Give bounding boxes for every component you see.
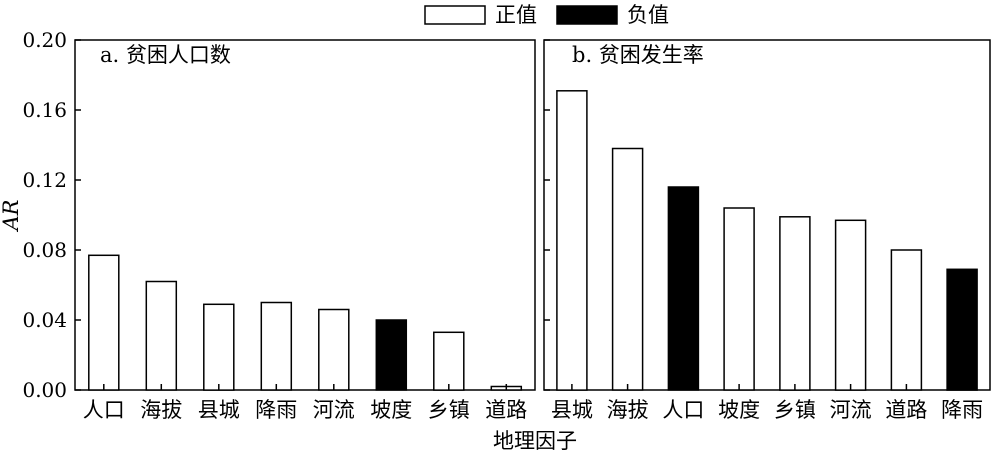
y-axis-label: AR [0, 199, 23, 232]
bar-b-1 [611, 147, 644, 391]
y-tick-label: 0.12 [22, 168, 67, 192]
x-tick-label: 坡度 [370, 398, 412, 422]
bar-a-6 [433, 331, 465, 391]
legend-swatch-positive [424, 5, 486, 25]
bar-b-3 [723, 207, 755, 391]
x-tick-label: 道路 [885, 398, 927, 422]
x-tick-label: 海拔 [607, 398, 649, 422]
bar-a-1 [145, 280, 178, 391]
panel-a-title: a. 贫困人口数 [100, 43, 231, 67]
y-axis-ticks: 0.00 0.04 0.08 0.12 0.16 0.20 [22, 28, 550, 402]
bar-b-4 [779, 216, 811, 391]
x-tick-label: 降雨 [941, 398, 983, 422]
x-tick-label: 降雨 [255, 398, 297, 422]
legend-swatch-negative [556, 5, 618, 25]
x-tick-label: 乡镇 [428, 398, 470, 422]
y-tick-label: 0.20 [22, 28, 67, 52]
bar-b-5 [834, 219, 867, 391]
x-axis-label: 地理因子 [493, 429, 577, 453]
y-tick-label: 0.04 [22, 308, 67, 332]
legend-label-positive: 正值 [495, 3, 537, 27]
y-tick-label: 0.16 [22, 98, 67, 122]
bar-b-0 [556, 90, 588, 391]
x-tick-label: 人口 [662, 398, 704, 422]
bar-b-7 [946, 268, 978, 391]
x-tick-label: 县城 [198, 398, 240, 422]
panel-b-marks: 县城 海拔 人口 坡度 乡镇 河流 道路 降雨 [551, 90, 983, 422]
x-tick-label: 河流 [313, 398, 355, 422]
x-tick-label: 县城 [551, 398, 593, 422]
x-tick-label: 道路 [485, 398, 527, 422]
bar-b-2 [667, 186, 700, 391]
panel-b-title: b. 贫困发生率 [572, 43, 704, 67]
y-tick-label: 0.08 [22, 238, 67, 262]
legend: 正值 负值 [424, 3, 669, 27]
legend-label-negative: 负值 [627, 3, 669, 27]
x-tick-label: 河流 [830, 398, 872, 422]
x-tick-label: 乡镇 [774, 398, 816, 422]
panel-a-frame [74, 39, 536, 391]
bar-a-2 [203, 303, 235, 391]
x-tick-label: 坡度 [718, 398, 760, 422]
y-tick-label: 0.00 [22, 378, 67, 402]
panel-a-marks: 人口 海拔 县城 降雨 河流 坡度 乡镇 道路 [83, 254, 527, 422]
bar-a-4 [318, 308, 350, 391]
bar-b-6 [890, 249, 923, 391]
panel-b-frame [543, 39, 991, 391]
bar-a-0 [88, 254, 120, 391]
bar-a-5 [375, 319, 408, 391]
bar-a-3 [260, 301, 293, 391]
x-tick-label: 人口 [83, 398, 125, 422]
x-tick-label: 海拔 [140, 398, 182, 422]
